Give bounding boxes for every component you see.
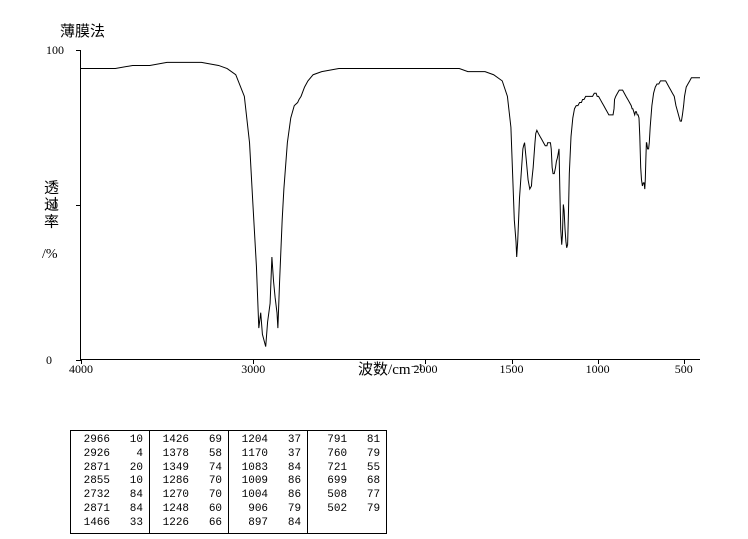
xtick-mark [598, 359, 599, 364]
xtick-label: 1000 [586, 362, 610, 377]
ytick-label: 50 [46, 198, 58, 213]
table-row: 1286 70 [156, 475, 222, 489]
table-row: 1204 37 [235, 434, 301, 448]
table-row: 2871 84 [77, 503, 143, 517]
ytick-mark [76, 50, 81, 51]
table-row: 1004 86 [235, 489, 301, 503]
table-row: 2871 20 [77, 462, 143, 476]
xtick-mark [684, 359, 685, 364]
y-axis-unit: /% [42, 247, 58, 263]
table-row: 1248 60 [156, 503, 222, 517]
xtick-mark [253, 359, 254, 364]
peak-data-table: 2966 10 2926 4 2871 20 2855 10 2732 84 2… [70, 430, 387, 534]
xtick-mark [81, 359, 82, 364]
table-column: 2966 10 2926 4 2871 20 2855 10 2732 84 2… [70, 430, 150, 534]
table-row: 1270 70 [156, 489, 222, 503]
table-row: 2926 4 [77, 448, 143, 462]
table-row: 906 79 [235, 503, 301, 517]
table-column: 1204 37 1170 37 1083 84 1009 86 1004 86 … [229, 430, 308, 534]
table-row: 2732 84 [77, 489, 143, 503]
ytick-mark [76, 205, 81, 206]
xtick-mark [512, 359, 513, 364]
table-row: 1378 58 [156, 448, 222, 462]
table-column: 791 81 760 79 721 55 699 68 508 77 502 7… [308, 430, 387, 534]
table-row: 1349 74 [156, 462, 222, 476]
table-row: 721 55 [314, 462, 380, 476]
plot-area: 050100 40003000200015001000500 波数/cm⁻¹ [80, 50, 700, 360]
xtick-label: 3000 [241, 362, 265, 377]
table-column: 1426 69 1378 58 1349 74 1286 70 1270 70 … [150, 430, 229, 534]
table-row: 1426 69 [156, 434, 222, 448]
ytick-label: 100 [46, 43, 64, 58]
table-row: 2855 10 [77, 475, 143, 489]
xtick-label: 1500 [500, 362, 524, 377]
table-row: 760 79 [314, 448, 380, 462]
table-row: 1466 33 [77, 517, 143, 531]
table-row: 1170 37 [235, 448, 301, 462]
xtick-label: 4000 [69, 362, 93, 377]
table-row: 508 77 [314, 489, 380, 503]
table-row: 897 84 [235, 517, 301, 531]
table-row: 1226 66 [156, 517, 222, 531]
chart-title: 薄膜法 [60, 20, 105, 41]
x-axis-label: 波数/cm⁻¹ [358, 358, 423, 379]
table-row: 502 79 [314, 503, 380, 517]
table-row: 791 81 [314, 434, 380, 448]
table-row: 2966 10 [77, 434, 143, 448]
table-row: 699 68 [314, 475, 380, 489]
xtick-mark [425, 359, 426, 364]
table-row: 1009 86 [235, 475, 301, 489]
table-row: 1083 84 [235, 462, 301, 476]
spectrum-line [81, 50, 700, 359]
ytick-label: 0 [46, 353, 52, 368]
ir-spectrum-chart: 薄膜法 透过率 /% 050100 4000300020001500100050… [60, 30, 710, 380]
xtick-label: 500 [675, 362, 693, 377]
